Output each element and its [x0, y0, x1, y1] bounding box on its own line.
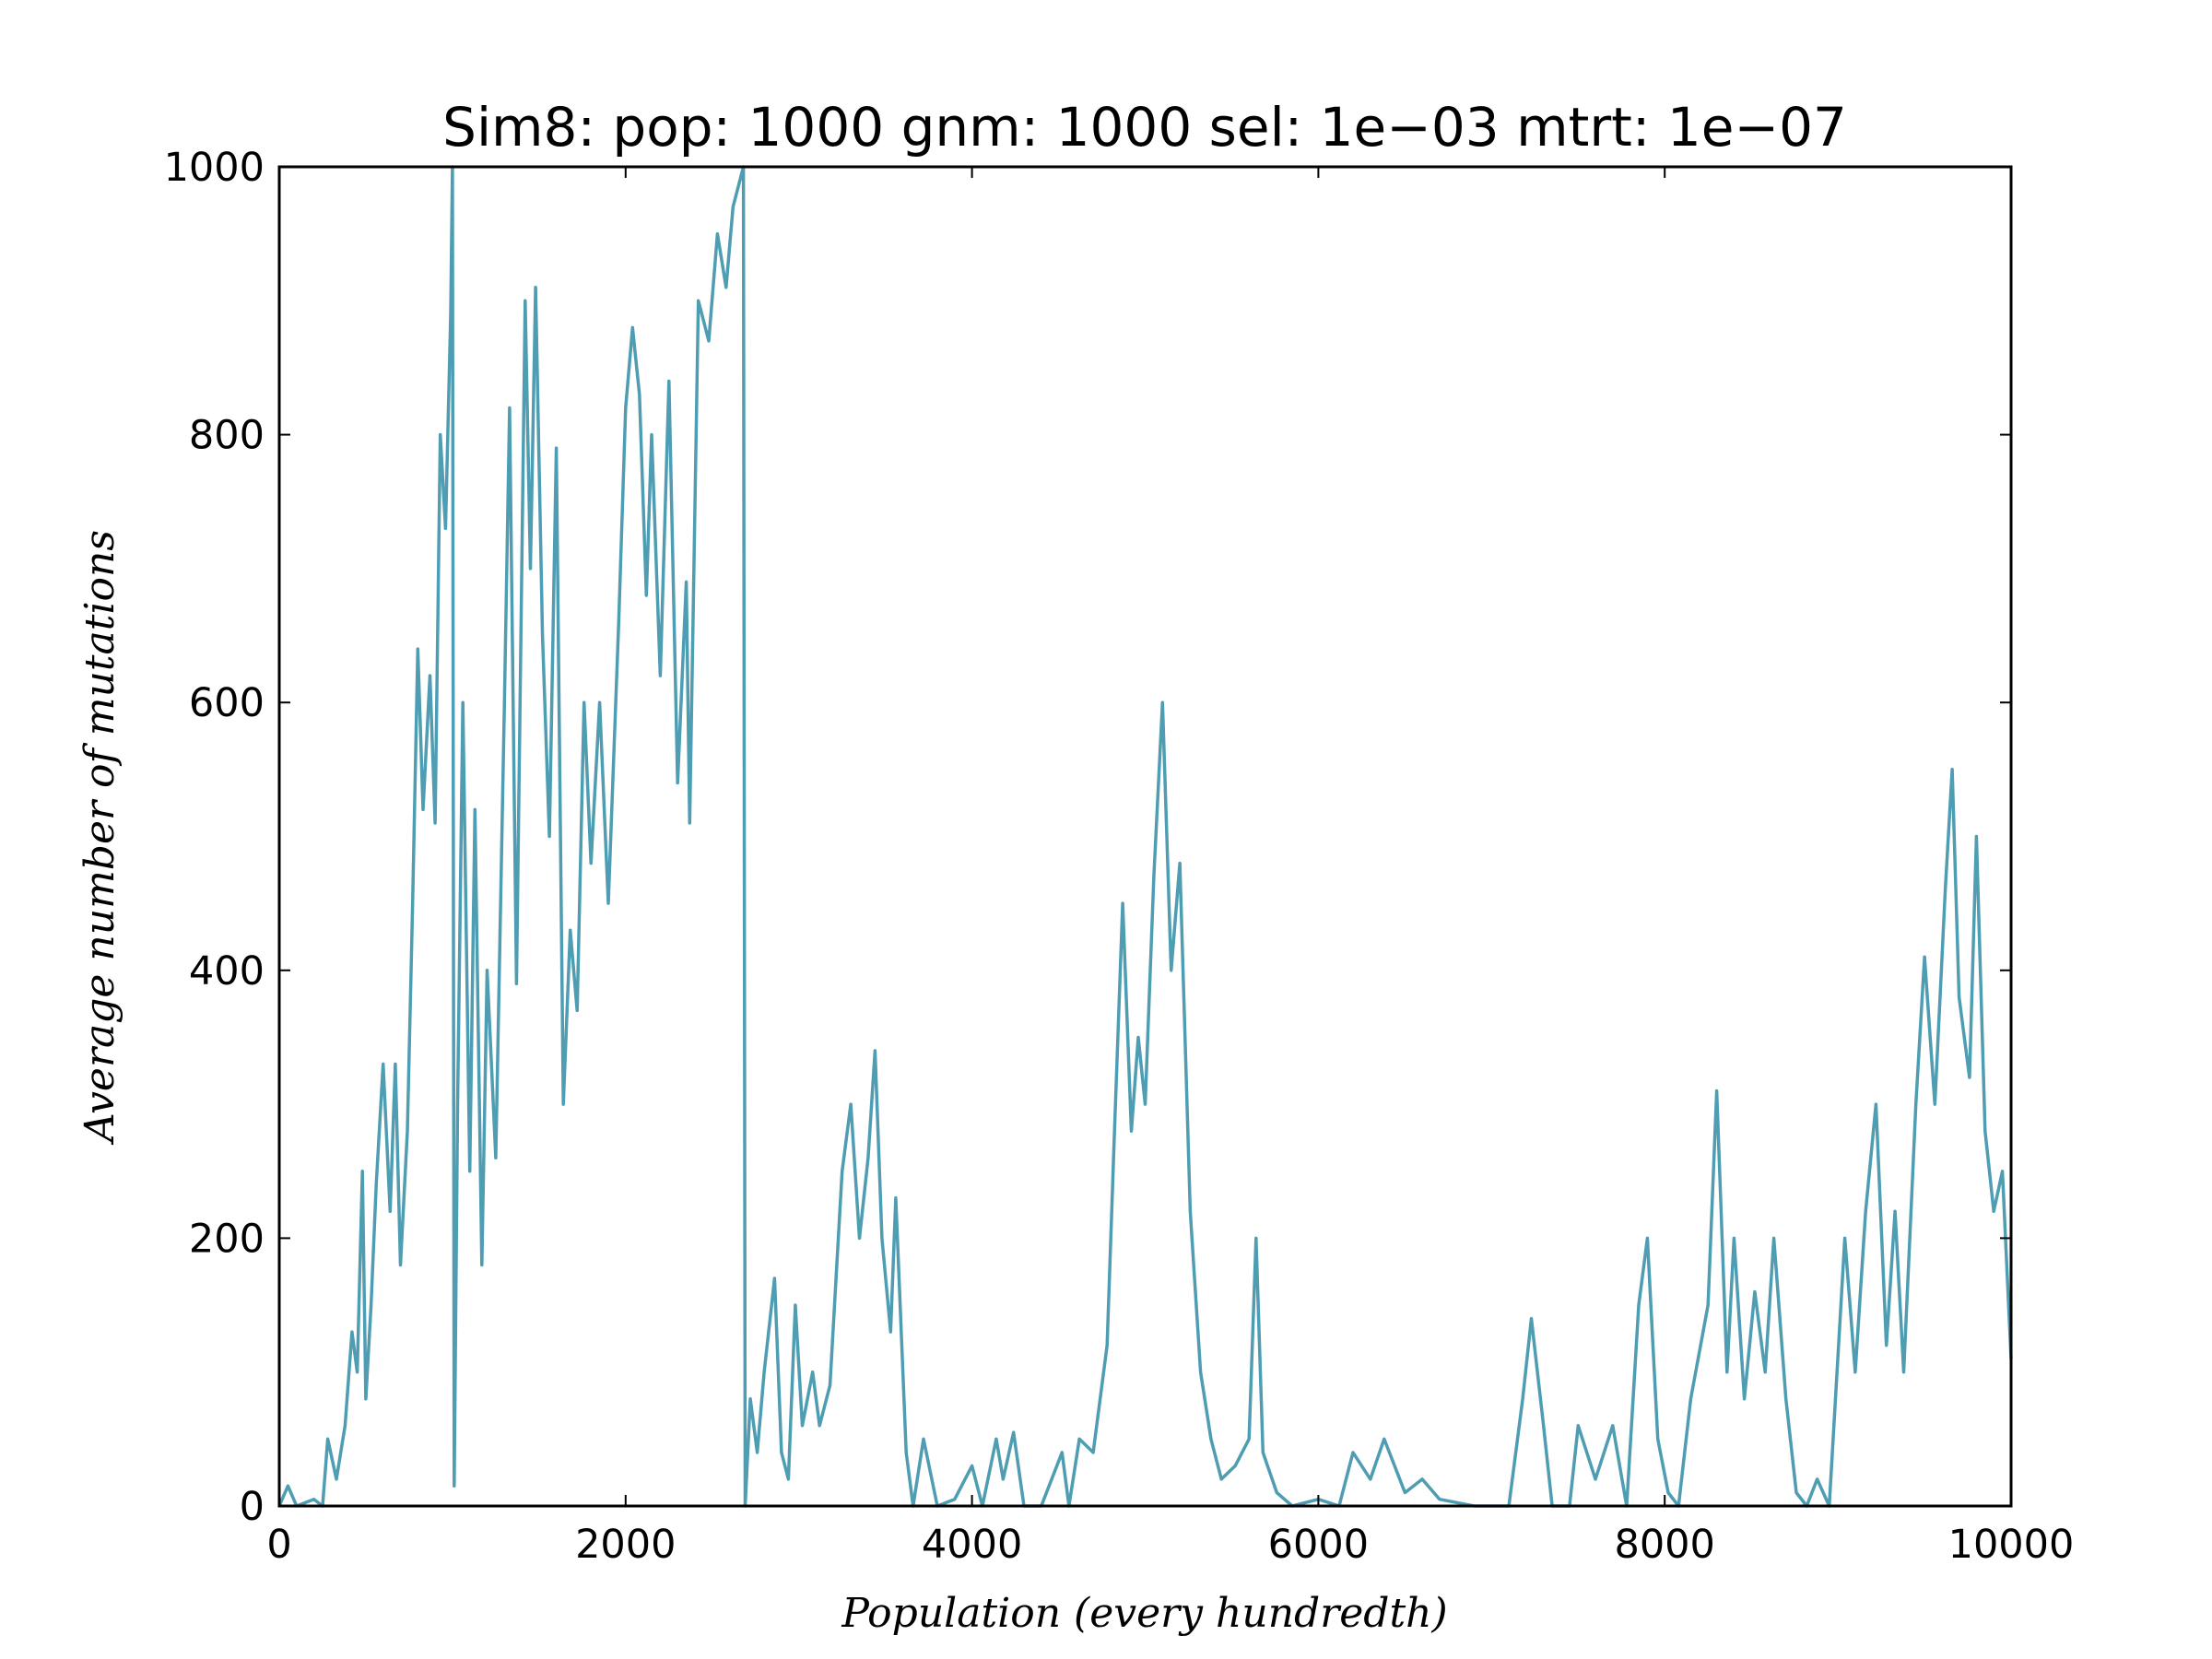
x-tick-label: 4000	[922, 1522, 1022, 1568]
x-tick-label: 6000	[1268, 1522, 1369, 1568]
y-tick-label: 600	[189, 680, 265, 726]
y-tick-label: 200	[189, 1216, 265, 1262]
x-axis-label: Population (every hundredth)	[841, 1590, 1447, 1637]
plot-frame	[277, 165, 2013, 1508]
y-tick-label: 1000	[164, 145, 265, 191]
chart-title: Sim8: pop: 1000 gnm: 1000 sel: 1e−03 mtr…	[442, 96, 1847, 159]
y-axis-label: Average number of mutations	[76, 530, 124, 1146]
x-tick-label: 8000	[1614, 1522, 1714, 1568]
x-tick-label: 2000	[575, 1522, 676, 1568]
x-tick-label: 0	[266, 1522, 291, 1568]
y-tick-label: 800	[189, 413, 265, 459]
x-tick-label: 10000	[1948, 1522, 2075, 1568]
y-tick-label: 400	[189, 948, 265, 994]
data-line	[277, 165, 2013, 1508]
y-tick-label: 0	[240, 1484, 265, 1530]
